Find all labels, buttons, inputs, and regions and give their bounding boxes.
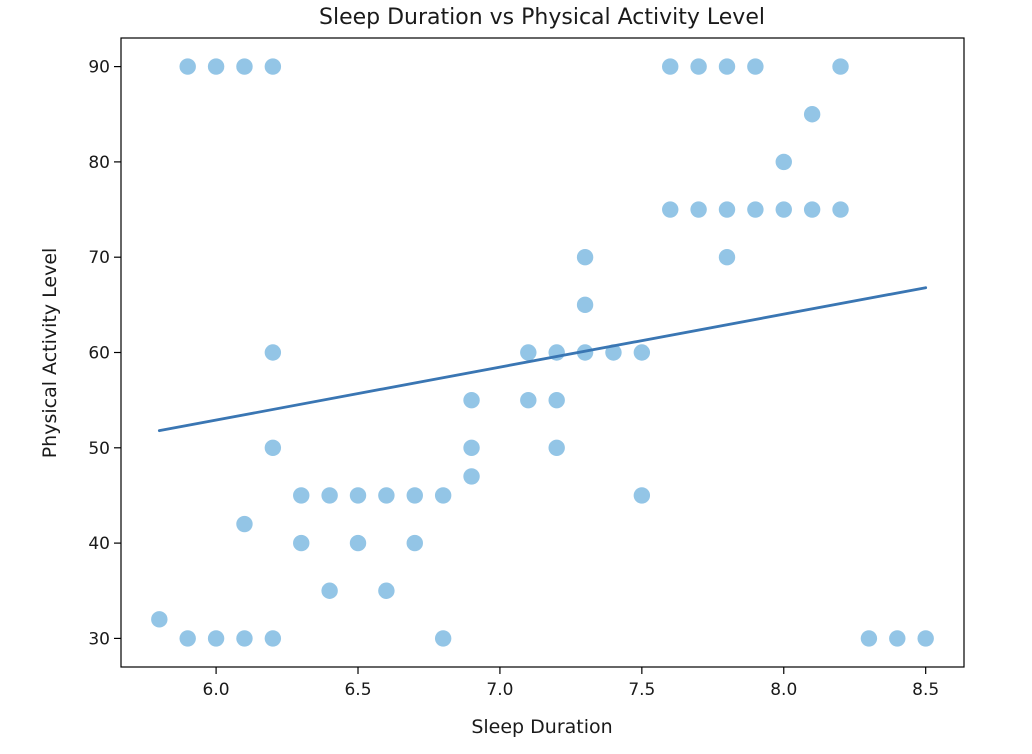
scatter-point <box>690 58 707 75</box>
scatter-point <box>236 515 253 533</box>
data-points <box>151 58 934 647</box>
scatter-point <box>576 248 594 266</box>
scatter-point <box>151 611 168 628</box>
plot-area <box>120 37 965 668</box>
scatter-point <box>349 487 367 504</box>
scatter-point <box>747 58 764 75</box>
y-tick-label: 50 <box>88 439 110 459</box>
scatter-point <box>662 58 679 75</box>
scatter-point <box>803 201 821 218</box>
scatter-point <box>463 439 480 457</box>
scatter-point <box>832 201 849 218</box>
scatter-point <box>576 296 594 314</box>
scatter-point <box>775 201 792 218</box>
scatter-point <box>264 344 282 361</box>
scatter-point <box>378 487 395 504</box>
scatter-point <box>406 534 423 552</box>
trend-line-layer <box>157 286 928 433</box>
scatter-point <box>293 534 310 552</box>
scatter-point <box>520 344 537 361</box>
scatter-point <box>434 630 452 647</box>
scatter-point <box>718 58 736 75</box>
scatter-point <box>718 248 736 266</box>
scatter-point <box>889 630 906 647</box>
scatter-point <box>633 344 651 361</box>
scatter-point <box>378 582 395 599</box>
scatter-point <box>293 487 310 504</box>
y-tick-label: 30 <box>88 629 110 649</box>
scatter-point <box>264 439 282 457</box>
scatter-point <box>179 630 196 647</box>
scatter-point <box>406 487 423 504</box>
scatter-point <box>264 58 282 75</box>
scatter-point <box>520 391 537 409</box>
scatter-point <box>832 58 849 75</box>
scatter-point <box>463 391 480 409</box>
x-tick-label: 8.5 <box>912 680 939 700</box>
y-tick-label: 60 <box>88 344 110 364</box>
scatter-point <box>860 630 878 647</box>
scatter-point <box>747 201 764 218</box>
x-tick-label: 8.0 <box>770 680 797 700</box>
scatter-point <box>236 58 253 75</box>
scatter-point <box>633 487 651 504</box>
x-axis-label: Sleep Duration <box>471 716 612 738</box>
scatter-point <box>803 106 821 123</box>
scatter-point <box>207 58 225 75</box>
trend-line <box>157 286 928 433</box>
x-axis: 6.0 6.5 7.0 7.5 8.0 8.5 <box>203 667 939 700</box>
scatter-point <box>548 439 565 457</box>
scatter-point <box>321 582 338 599</box>
scatter-point <box>463 468 480 485</box>
y-tick-label: 40 <box>88 534 110 554</box>
chart-title: Sleep Duration vs Physical Activity Leve… <box>319 5 765 30</box>
scatter-point <box>605 344 622 361</box>
x-tick-label: 6.0 <box>203 680 230 700</box>
x-tick-label: 6.5 <box>344 680 371 700</box>
scatter-point <box>179 58 196 75</box>
scatter-point <box>321 487 338 504</box>
scatter-point <box>775 153 792 171</box>
y-tick-label: 80 <box>88 153 110 173</box>
y-tick-label: 70 <box>88 248 110 268</box>
scatter-point <box>917 630 934 647</box>
scatter-point <box>236 630 253 647</box>
scatter-point <box>434 487 452 504</box>
y-tick-label: 90 <box>88 58 110 78</box>
scatter-point <box>207 630 225 647</box>
scatter-point <box>690 201 707 218</box>
scatter-point <box>264 630 282 647</box>
y-axis-label: Physical Activity Level <box>39 248 61 459</box>
scatter-point <box>349 534 367 552</box>
scatter-point <box>548 391 565 409</box>
scatter-point <box>718 201 736 218</box>
x-tick-label: 7.0 <box>486 680 513 700</box>
y-axis: 30 40 50 60 70 80 90 <box>88 58 121 649</box>
x-tick-label: 7.5 <box>628 680 655 700</box>
scatter-point <box>662 201 679 218</box>
